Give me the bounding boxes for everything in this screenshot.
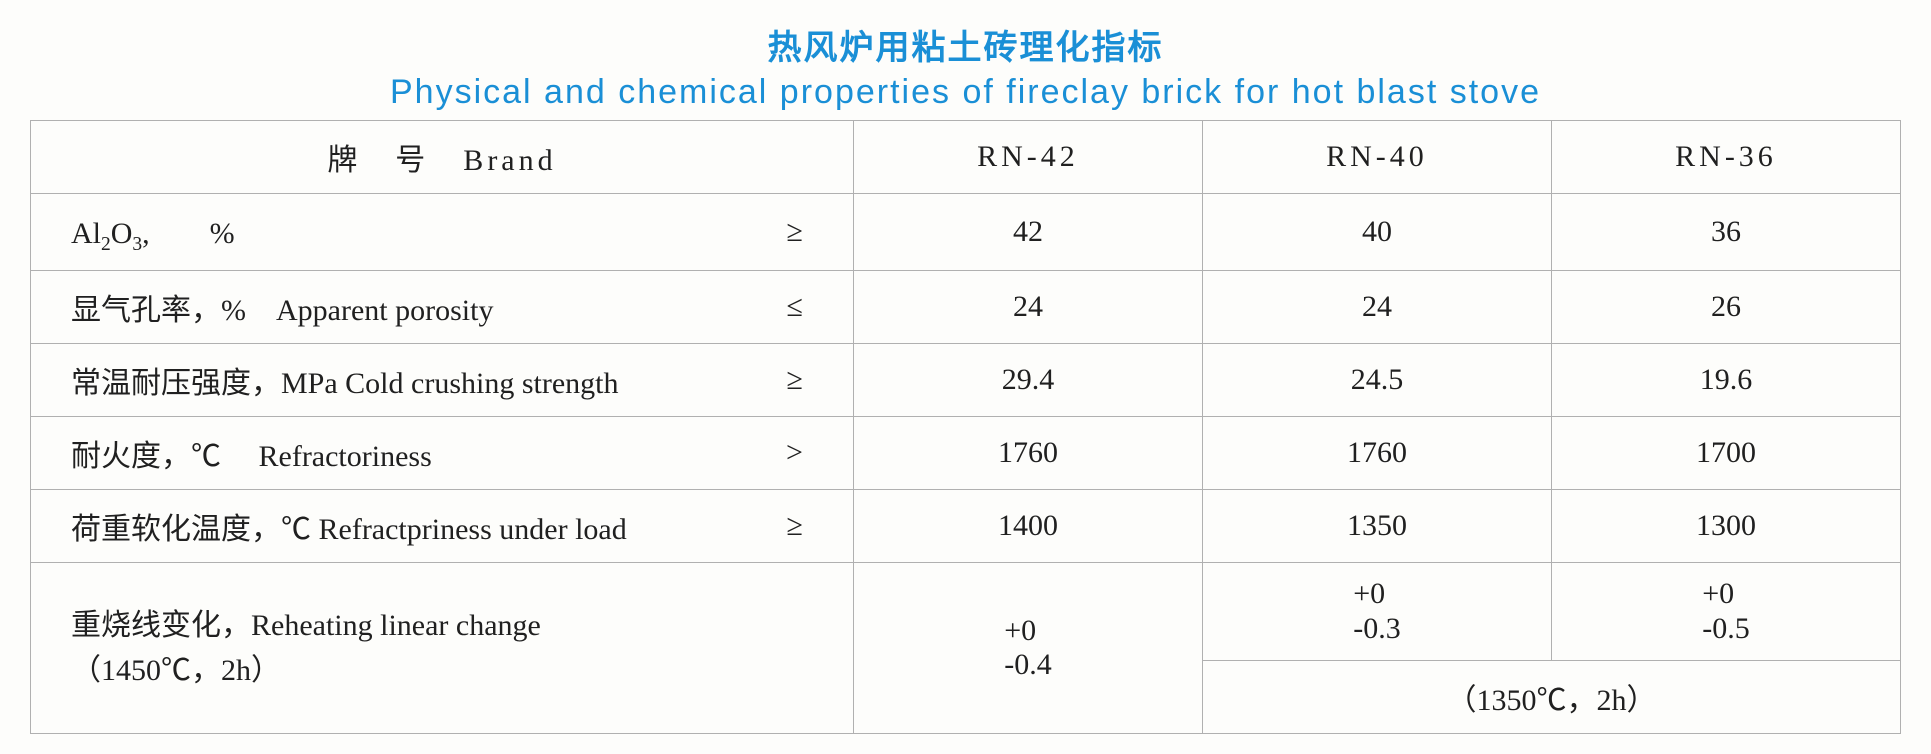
row-operator: > xyxy=(786,436,803,470)
cell-value: 1760 xyxy=(1202,417,1551,490)
title-chinese: 热风炉用粘土砖理化指标 xyxy=(30,20,1901,69)
table-header-row: 牌 号 Brand RN-42 RN-40 RN-36 xyxy=(31,121,1901,194)
row-label-line2: （1450℃，2h） xyxy=(71,654,281,687)
cell-value: 1400 xyxy=(853,490,1202,563)
table-row: 常温耐压强度，MPa Cold crushing strength ≥ 29.4… xyxy=(31,344,1901,417)
table-row: Al2O3, % ≥ 42 40 36 xyxy=(31,194,1901,271)
row-label: Al2O3, % xyxy=(71,208,235,256)
brand-col-2: RN-40 xyxy=(1202,121,1551,194)
cell-value: 1350 xyxy=(1202,490,1551,563)
cell-value: +0 xyxy=(1004,614,1036,647)
row-label: 常温耐压强度，MPa Cold crushing strength xyxy=(71,358,619,402)
cell-value-stack: +0 -0.4 xyxy=(1004,614,1052,683)
cell-value: 1300 xyxy=(1551,490,1900,563)
cell-value: 24 xyxy=(853,271,1202,344)
row-label: 显气孔率，% Apparent porosity xyxy=(71,285,493,329)
row-label: 荷重软化温度，℃ Refractpriness under load xyxy=(71,504,627,548)
brand-header: 牌 号 Brand xyxy=(31,121,854,194)
reheating-condition-note: （1350℃，2h） xyxy=(1202,661,1900,734)
row-operator: ≥ xyxy=(787,215,803,249)
cell-value: 19.6 xyxy=(1551,344,1900,417)
brand-col-3: RN-36 xyxy=(1551,121,1900,194)
cell-value: 24.5 xyxy=(1202,344,1551,417)
cell-value: 36 xyxy=(1551,194,1900,271)
cell-value: +0 xyxy=(1702,577,1734,610)
row-operator: ≤ xyxy=(787,290,803,324)
table-row: 耐火度，℃ Refractoriness > 1760 1760 1700 xyxy=(31,417,1901,490)
properties-table: 牌 号 Brand RN-42 RN-40 RN-36 Al2O3, % ≥ 4… xyxy=(30,120,1901,734)
cell-value-stack: +0 -0.3 xyxy=(1353,577,1401,646)
cell-value: 42 xyxy=(853,194,1202,271)
title-english: Physical and chemical properties of fire… xyxy=(30,73,1901,112)
cell-value: -0.3 xyxy=(1353,612,1401,645)
cell-value: +0 xyxy=(1353,577,1385,610)
table-row: 显气孔率，% Apparent porosity ≤ 24 24 26 xyxy=(31,271,1901,344)
cell-value-stack: +0 -0.5 xyxy=(1702,577,1750,646)
table-row: 荷重软化温度，℃ Refractpriness under load ≥ 140… xyxy=(31,490,1901,563)
cell-value: 29.4 xyxy=(853,344,1202,417)
cell-value: -0.5 xyxy=(1702,612,1750,645)
table-row-reheating-upper: 重烧线变化，Reheating linear change （1450℃，2h）… xyxy=(31,563,1901,661)
row-operator: ≥ xyxy=(787,363,803,397)
brand-col-1: RN-42 xyxy=(853,121,1202,194)
row-label-line1: 重烧线变化，Reheating linear change xyxy=(71,609,541,642)
cell-value: 24 xyxy=(1202,271,1551,344)
row-label: 耐火度，℃ Refractoriness xyxy=(71,431,432,475)
cell-value: 26 xyxy=(1551,271,1900,344)
cell-value: 40 xyxy=(1202,194,1551,271)
row-operator: ≥ xyxy=(787,509,803,543)
cell-value: -0.4 xyxy=(1004,648,1052,681)
cell-value: 1700 xyxy=(1551,417,1900,490)
cell-value: 1760 xyxy=(853,417,1202,490)
